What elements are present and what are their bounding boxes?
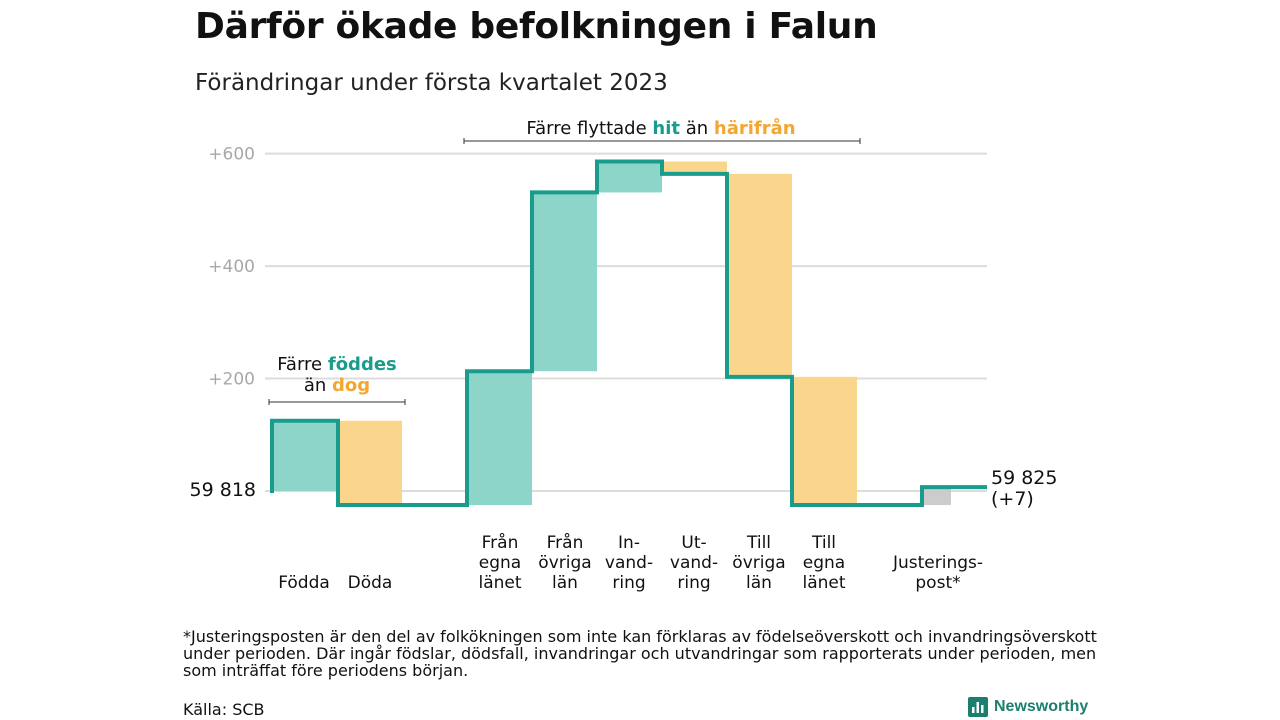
category-label-justering: post* (915, 573, 960, 593)
category-label-utvandring: Ut- (681, 533, 706, 553)
bar-fran-egna (467, 371, 532, 506)
bar-utvandring (662, 161, 727, 174)
category-label-fran-egna: länet (478, 573, 521, 593)
bar-justering (922, 487, 951, 506)
bar-fran-ovriga (532, 192, 597, 372)
chart-title: Därför ökade befolkningen i Falun (195, 6, 878, 47)
category-label-doda: Döda (348, 573, 393, 593)
category-label-fran-ovriga: Från (547, 532, 584, 553)
cumulative-line (270, 159, 987, 508)
footnote: *Justeringsposten är den del av folkökni… (183, 627, 1097, 680)
category-label-till-egna: länet (802, 573, 845, 593)
category-label-utvandring: ring (677, 573, 710, 593)
bar-chart-logo-icon (968, 697, 988, 717)
annotation-births: än dog (304, 375, 370, 396)
category-label-fodda: Födda (278, 573, 330, 593)
start-value-label: 59 818 (190, 479, 256, 501)
annotation-moves: Färre flyttade hit än härifrån (526, 117, 795, 139)
category-label-till-egna: egna (803, 553, 845, 573)
end-change-label: (+7) (991, 488, 1034, 510)
brand-logo: Newsworthy (968, 697, 1088, 717)
category-label-fran-ovriga: övriga (538, 553, 591, 573)
category-label-fran-ovriga: län (552, 573, 578, 593)
running-total-line (270, 159, 987, 508)
bar-invandring (597, 161, 662, 193)
category-label-invandring: vand- (605, 553, 653, 573)
category-label-till-ovriga: övriga (732, 553, 785, 573)
category-label-till-egna: Till (811, 533, 836, 553)
bar-till-egna (792, 376, 857, 506)
category-label-utvandring: vand- (670, 553, 718, 573)
y-tick-label: +400 (208, 257, 255, 277)
source-label: Källa: SCB (183, 700, 265, 719)
annotation-births: Färre föddes (277, 354, 397, 375)
category-label-fran-egna: Från (482, 532, 519, 553)
category-label-till-ovriga: Till (746, 533, 771, 553)
category-label-invandring: In- (618, 533, 640, 553)
category-label-justering: Justerings- (892, 553, 983, 573)
brand-name: Newsworthy (994, 698, 1089, 715)
chart-subtitle: Förändringar under första kvartalet 2023 (195, 70, 668, 96)
bars (272, 161, 951, 506)
bar-doda (338, 420, 402, 506)
bar-till-ovriga (727, 173, 792, 377)
category-label-fran-egna: egna (479, 553, 521, 573)
y-tick-label: +200 (208, 370, 255, 390)
y-tick-label: +600 (208, 145, 255, 165)
end-value-label: 59 825 (991, 467, 1057, 489)
bar-fodda (272, 420, 338, 491)
category-label-till-ovriga: län (746, 573, 772, 593)
category-label-invandring: ring (612, 573, 645, 593)
